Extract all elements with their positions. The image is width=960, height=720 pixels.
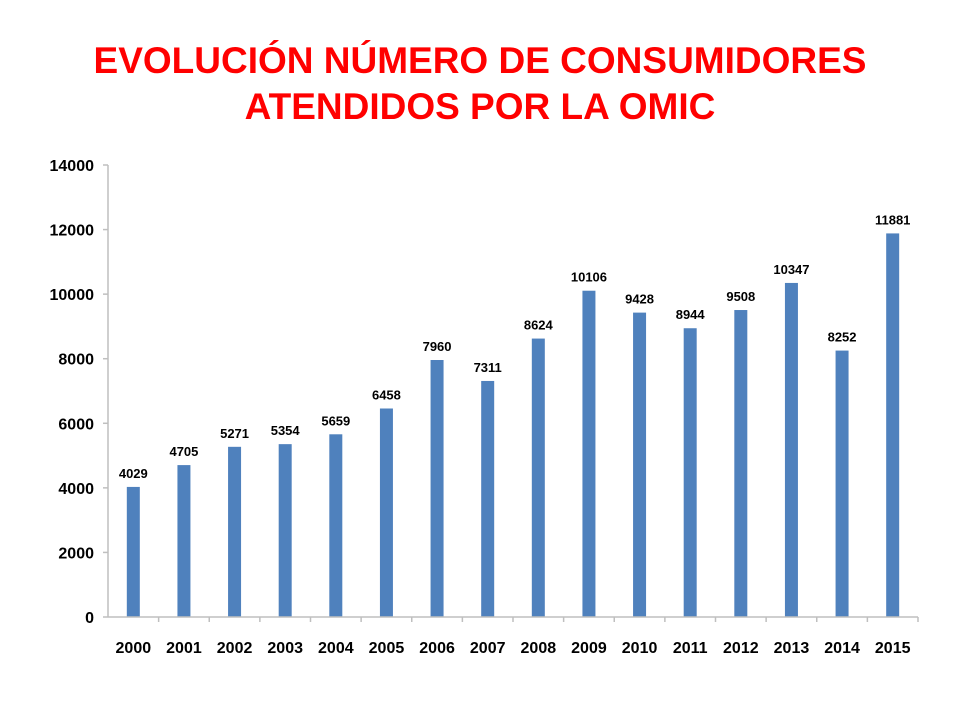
bar xyxy=(886,233,900,617)
bar xyxy=(582,290,596,617)
x-tick-label: 2002 xyxy=(217,640,253,657)
bar-data-label: 5659 xyxy=(321,413,350,428)
bar xyxy=(329,434,343,617)
bar xyxy=(177,465,191,617)
chart-title-line-1: EVOLUCIÓN NÚMERO DE CONSUMIDORES xyxy=(93,40,867,81)
x-axis: 2000 2001 2002 2003 2004 2005 2006 2007 2008 2009… xyxy=(108,616,919,657)
y-tick-label: 4000 xyxy=(58,481,94,498)
y-tick-label: 6000 xyxy=(58,416,94,433)
bar-data-label: 8624 xyxy=(524,318,554,333)
y-tick-label: 10000 xyxy=(50,287,95,304)
y-tick-label: 2000 xyxy=(58,545,94,562)
x-tick-label: 2014 xyxy=(824,640,860,657)
bar-data-label: 8252 xyxy=(828,330,857,345)
bar-data-label: 10106 xyxy=(571,270,607,285)
bar xyxy=(126,486,140,617)
chart-title: EVOLUCIÓN NÚMERO DE CONSUMIDORES ATENDID… xyxy=(0,38,960,130)
bar-data-label: 7960 xyxy=(423,339,452,354)
y-tick-label: 0 xyxy=(85,610,94,627)
bar-data-label: 4705 xyxy=(169,444,198,459)
bar xyxy=(278,444,292,617)
bars: 4029 4705 5271 5354 5659 6458 7960 7311 8624 1010… xyxy=(119,212,910,617)
y-tick-label: 8000 xyxy=(58,352,94,369)
x-tick-label: 2011 xyxy=(673,640,708,657)
bar-data-label: 10347 xyxy=(773,262,809,277)
x-tick-label: 2010 xyxy=(622,640,658,657)
bar-data-label: 8944 xyxy=(676,307,706,322)
bar-data-label: 4029 xyxy=(119,466,148,481)
bar-data-label: 9428 xyxy=(625,292,654,307)
y-axis: 0 2000 4000 6000 8000 10000 12000 14000 xyxy=(50,158,109,627)
x-tick-label: 2008 xyxy=(521,640,557,657)
bar-data-label: 6458 xyxy=(372,387,401,402)
x-tick-label: 2012 xyxy=(723,640,759,657)
x-tick-label: 2000 xyxy=(116,640,152,657)
bar xyxy=(531,338,545,617)
bar-data-label: 11881 xyxy=(875,212,910,227)
bar xyxy=(379,408,393,617)
bar xyxy=(430,360,444,617)
bar xyxy=(784,282,798,617)
y-tick-label: 14000 xyxy=(50,158,95,175)
x-tick-label: 2013 xyxy=(774,640,810,657)
x-tick-label: 2009 xyxy=(571,640,607,657)
x-tick-label: 2005 xyxy=(369,640,405,657)
x-tick-label: 2001 xyxy=(166,640,202,657)
x-tick-label: 2007 xyxy=(470,640,506,657)
x-tick-label: 2015 xyxy=(875,640,911,657)
bar xyxy=(683,328,697,617)
x-tick-label: 2006 xyxy=(419,640,455,657)
x-tick-label: 2003 xyxy=(267,640,303,657)
bar-data-label: 5354 xyxy=(271,423,301,438)
bar xyxy=(633,312,647,617)
bar-data-label: 7311 xyxy=(474,360,502,375)
bar-data-label: 5271 xyxy=(220,426,249,441)
bar xyxy=(228,446,242,617)
bar xyxy=(734,310,748,617)
y-tick-label: 12000 xyxy=(50,223,95,240)
chart-title-line-2: ATENDIDOS POR LA OMIC xyxy=(244,86,716,127)
bar-data-label: 9508 xyxy=(726,289,755,304)
bar xyxy=(481,380,495,617)
x-tick-label: 2004 xyxy=(318,640,354,657)
bar xyxy=(835,350,849,617)
